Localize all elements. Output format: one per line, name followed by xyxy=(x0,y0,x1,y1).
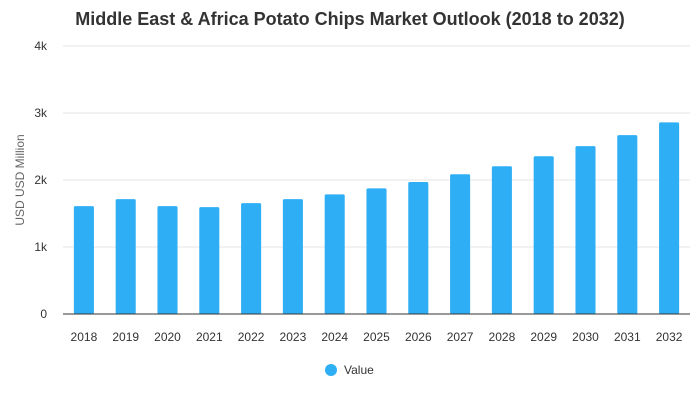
y-tick-label: 2k xyxy=(34,173,48,187)
bar-2026[interactable] xyxy=(408,182,429,314)
bar-2029[interactable] xyxy=(533,156,554,314)
legend-swatch xyxy=(325,364,337,376)
x-tick-label: 2030 xyxy=(572,330,599,344)
bar-2024[interactable] xyxy=(324,194,345,314)
chart-title: Middle East & Africa Potato Chips Market… xyxy=(75,9,624,29)
x-tick-label: 2019 xyxy=(112,330,139,344)
bar-2022[interactable] xyxy=(241,203,262,314)
bar-2031[interactable] xyxy=(617,135,638,314)
x-tick-label: 2027 xyxy=(447,330,474,344)
x-tick-label: 2018 xyxy=(71,330,98,344)
x-tick-label: 2020 xyxy=(154,330,181,344)
x-tick-label: 2023 xyxy=(280,330,307,344)
y-tick-label: 3k xyxy=(34,106,48,120)
y-axis-ticks: 0 1k 2k 3k 4k xyxy=(34,39,48,321)
y-axis-label: USD USD Million xyxy=(13,134,27,225)
x-tick-label: 2029 xyxy=(530,330,557,344)
bar-2027[interactable] xyxy=(450,174,471,314)
bar-2025[interactable] xyxy=(366,188,387,314)
bar-2020[interactable] xyxy=(157,206,178,314)
bar-2019[interactable] xyxy=(115,199,136,314)
bar-2030[interactable] xyxy=(575,146,596,314)
y-tick-label: 0 xyxy=(40,307,47,321)
x-axis-ticks: 2018 2019 2020 2021 2022 2023 2024 2025 2026 2027… xyxy=(71,330,683,344)
x-tick-label: 2028 xyxy=(489,330,516,344)
x-tick-label: 2025 xyxy=(363,330,390,344)
x-tick-label: 2024 xyxy=(321,330,348,344)
bar-2028[interactable] xyxy=(491,166,512,314)
x-tick-label: 2031 xyxy=(614,330,641,344)
y-tick-label: 1k xyxy=(34,240,48,254)
bar-2032[interactable] xyxy=(659,122,680,314)
x-tick-label: 2022 xyxy=(238,330,265,344)
bar-2018[interactable] xyxy=(73,206,94,314)
legend[interactable]: Value xyxy=(325,363,374,377)
bars xyxy=(73,122,680,314)
x-tick-label: 2026 xyxy=(405,330,432,344)
y-tick-label: 4k xyxy=(34,39,48,53)
x-tick-label: 2032 xyxy=(656,330,683,344)
bar-2021[interactable] xyxy=(199,207,220,314)
bar-2023[interactable] xyxy=(282,199,303,314)
x-tick-label: 2021 xyxy=(196,330,223,344)
legend-label: Value xyxy=(344,363,374,377)
